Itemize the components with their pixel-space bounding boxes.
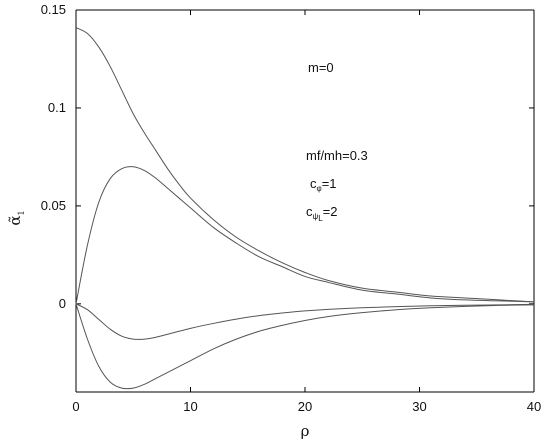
annotation-mass-ratio: mf/mh=0.3 [306, 148, 368, 163]
y-tick-label: 0 [59, 296, 66, 311]
y-axis-label: α̃1 [6, 210, 26, 225]
y-tick-label: 0.15 [41, 2, 66, 17]
x-axis-label: ρ [301, 422, 310, 440]
y-tick-label: 0.05 [41, 198, 66, 213]
annotation-c-phi: cφ=1 [310, 176, 337, 193]
x-tick-label: 20 [298, 399, 312, 414]
series-3-line [75, 303, 535, 340]
curves [75, 27, 535, 390]
annotations: m=0 mf/mh=0.3 cφ=1 cψL=2 [306, 60, 368, 223]
series-4-line [75, 303, 535, 390]
y-tick-label: 0.1 [48, 100, 66, 115]
annotation-c-psi: cψL=2 [306, 204, 337, 223]
x-axis-title: ρ [301, 422, 310, 440]
x-tick-label: 0 [72, 399, 79, 414]
x-tick-label: 40 [527, 399, 541, 414]
annotation-m: m=0 [308, 60, 334, 75]
y-axis-label-subscript: 1 [17, 210, 26, 215]
x-tick-label: 10 [183, 399, 197, 414]
series-1-line [75, 27, 535, 303]
series-2-line [75, 166, 535, 304]
plot-area [75, 10, 534, 393]
x-tick-label: 30 [412, 399, 426, 414]
ticks: 0 10 20 30 40 0 0.05 0.1 0.15 [41, 2, 542, 414]
y-axis-title: α̃1 [6, 210, 26, 225]
